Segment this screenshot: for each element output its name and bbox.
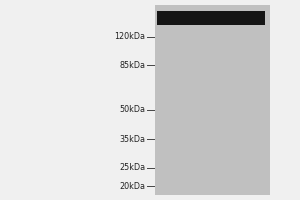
Text: 35kDa: 35kDa [119,135,145,144]
Text: 20kDa: 20kDa [119,182,145,191]
Text: 120kDa: 120kDa [114,32,145,41]
Text: 85kDa: 85kDa [119,61,145,70]
Bar [157,11,265,25]
Text: 50kDa: 50kDa [119,105,145,114]
Text: 25kDa: 25kDa [119,163,145,172]
Bar [155,5,270,195]
